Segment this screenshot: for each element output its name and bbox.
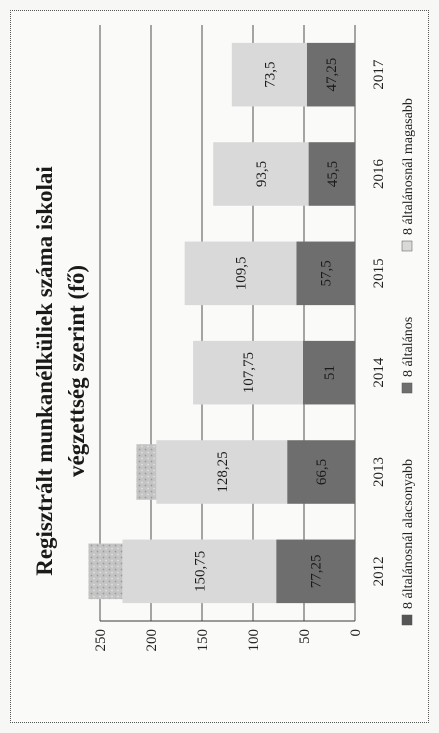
data-label: 47,25	[324, 58, 340, 92]
x-category-label: 2016	[371, 159, 387, 190]
x-category-label: 2013	[371, 457, 387, 487]
legend-swatch	[401, 240, 413, 252]
data-label: 150,75	[192, 551, 208, 592]
bar-segment	[193, 340, 303, 405]
y-tick-label: 150	[195, 629, 211, 652]
data-label: 51	[322, 365, 338, 380]
bar-segment	[308, 142, 355, 206]
bars	[88, 42, 356, 604]
data-label: 107,75	[241, 352, 257, 393]
legend-label: 8 általánosnál magasabb	[401, 98, 416, 235]
y-tick-label: 250	[93, 629, 109, 652]
y-axis: 0 50 100 150 200 250	[93, 620, 364, 652]
bar-segment	[287, 440, 356, 504]
data-label: 57,5	[319, 260, 335, 286]
chart-title: Regisztrált munkanélküliek száma iskolai…	[32, 166, 89, 576]
bar-segment	[156, 440, 288, 504]
bar-segment-speckle	[136, 444, 157, 500]
bar-segment	[306, 42, 355, 107]
chart-title-line-2: végzettség szerint (fő)	[64, 265, 89, 477]
gridlines	[99, 25, 356, 621]
data-label: 73,5	[262, 62, 278, 88]
bar-segment	[231, 42, 307, 107]
data-label: 45,5	[325, 161, 341, 187]
data-labels: 77,25 150,75 66,5 128,25 51 107,75 57,5 109,5 45…	[192, 58, 340, 592]
data-label: 128,25	[215, 451, 231, 492]
bar-segment	[213, 142, 309, 206]
bar-segment	[302, 340, 356, 405]
data-label: 93,5	[254, 161, 270, 187]
legend-swatch	[401, 614, 413, 626]
bar-segment	[276, 539, 355, 604]
x-category-label: 2017	[371, 59, 387, 90]
bar-segment-speckle	[88, 543, 123, 600]
chart-title-line-1: Regisztrált munkanélküliek száma iskolai	[32, 166, 57, 576]
x-category-label: 2015	[371, 258, 387, 288]
legend-label: 8 általános	[401, 317, 416, 377]
legend: 8 általánosnál alacsonyabb 8 általános 8 á…	[401, 98, 416, 626]
x-category-label: 2012	[371, 556, 387, 586]
legend-label: 8 általánosnál alacsonyabb	[401, 459, 416, 609]
y-tick-label: 200	[144, 629, 160, 652]
y-tick-label: 100	[246, 629, 262, 652]
x-category-label: 2014	[371, 357, 387, 388]
data-label: 109,5	[234, 256, 250, 290]
bar-segment	[122, 539, 277, 604]
data-label: 77,25	[309, 554, 325, 588]
legend-swatch	[401, 382, 413, 394]
x-axis-categories: 2012 2013 2014 2015 2016 2017	[371, 59, 387, 586]
bar-segment	[296, 241, 356, 306]
bar-segment	[184, 241, 297, 306]
y-tick-label: 0	[348, 629, 364, 637]
data-label: 66,5	[314, 459, 330, 485]
y-tick-label: 50	[297, 629, 313, 644]
